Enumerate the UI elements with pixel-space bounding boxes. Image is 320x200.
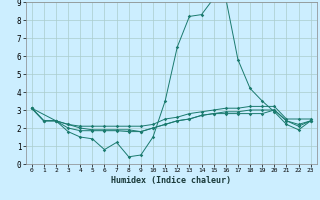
X-axis label: Humidex (Indice chaleur): Humidex (Indice chaleur) (111, 176, 231, 185)
